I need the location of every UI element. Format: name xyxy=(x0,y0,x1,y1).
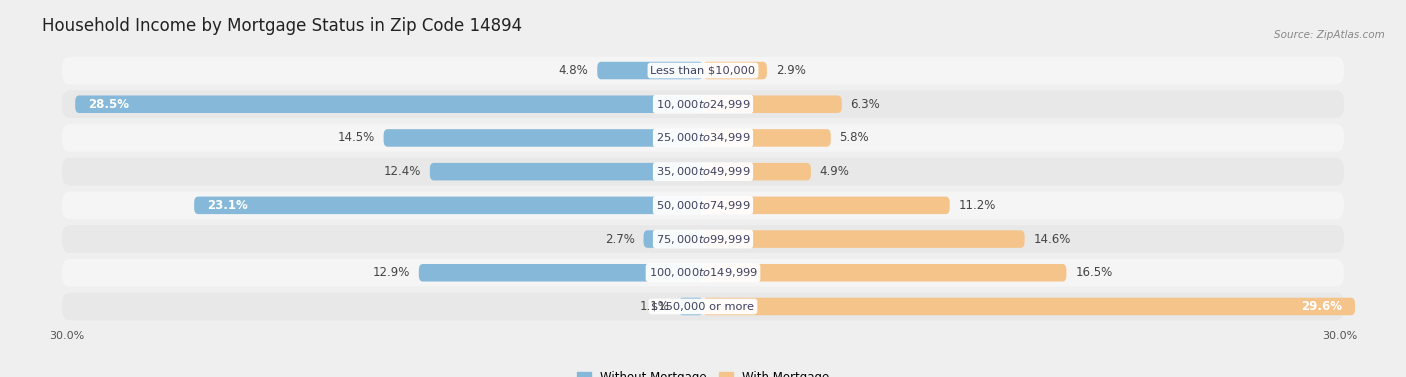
Legend: Without Mortgage, With Mortgage: Without Mortgage, With Mortgage xyxy=(572,366,834,377)
FancyBboxPatch shape xyxy=(75,95,703,113)
FancyBboxPatch shape xyxy=(62,90,1344,118)
Text: 23.1%: 23.1% xyxy=(207,199,247,212)
Text: 11.2%: 11.2% xyxy=(959,199,995,212)
FancyBboxPatch shape xyxy=(62,259,1344,287)
FancyBboxPatch shape xyxy=(194,196,703,214)
FancyBboxPatch shape xyxy=(703,230,1025,248)
FancyBboxPatch shape xyxy=(703,264,1066,282)
Text: $10,000 to $24,999: $10,000 to $24,999 xyxy=(655,98,751,111)
Text: 28.5%: 28.5% xyxy=(89,98,129,111)
Text: 30.0%: 30.0% xyxy=(1322,331,1357,341)
FancyBboxPatch shape xyxy=(62,293,1344,320)
Text: 29.6%: 29.6% xyxy=(1301,300,1341,313)
FancyBboxPatch shape xyxy=(703,298,1355,315)
Text: 5.8%: 5.8% xyxy=(839,132,869,144)
Text: Less than $10,000: Less than $10,000 xyxy=(651,66,755,75)
Text: 6.3%: 6.3% xyxy=(851,98,880,111)
Text: 12.9%: 12.9% xyxy=(373,266,411,279)
FancyBboxPatch shape xyxy=(62,225,1344,253)
FancyBboxPatch shape xyxy=(62,192,1344,219)
FancyBboxPatch shape xyxy=(703,62,766,79)
Text: 2.9%: 2.9% xyxy=(776,64,806,77)
FancyBboxPatch shape xyxy=(62,124,1344,152)
FancyBboxPatch shape xyxy=(703,196,949,214)
Text: $75,000 to $99,999: $75,000 to $99,999 xyxy=(655,233,751,245)
FancyBboxPatch shape xyxy=(419,264,703,282)
Text: 4.9%: 4.9% xyxy=(820,165,849,178)
Text: 14.6%: 14.6% xyxy=(1033,233,1071,245)
FancyBboxPatch shape xyxy=(703,95,842,113)
Text: $25,000 to $34,999: $25,000 to $34,999 xyxy=(655,132,751,144)
Text: 12.4%: 12.4% xyxy=(384,165,420,178)
FancyBboxPatch shape xyxy=(62,158,1344,185)
Text: 1.1%: 1.1% xyxy=(640,300,669,313)
Text: Source: ZipAtlas.com: Source: ZipAtlas.com xyxy=(1274,30,1385,40)
Text: 30.0%: 30.0% xyxy=(49,331,84,341)
Text: 4.8%: 4.8% xyxy=(558,64,589,77)
FancyBboxPatch shape xyxy=(598,62,703,79)
FancyBboxPatch shape xyxy=(430,163,703,181)
Text: 16.5%: 16.5% xyxy=(1076,266,1112,279)
Text: $150,000 or more: $150,000 or more xyxy=(651,302,755,311)
Text: 14.5%: 14.5% xyxy=(337,132,375,144)
FancyBboxPatch shape xyxy=(703,129,831,147)
Text: Household Income by Mortgage Status in Zip Code 14894: Household Income by Mortgage Status in Z… xyxy=(42,17,522,35)
FancyBboxPatch shape xyxy=(679,298,703,315)
FancyBboxPatch shape xyxy=(644,230,703,248)
FancyBboxPatch shape xyxy=(384,129,703,147)
FancyBboxPatch shape xyxy=(703,163,811,181)
Text: $35,000 to $49,999: $35,000 to $49,999 xyxy=(655,165,751,178)
Text: 2.7%: 2.7% xyxy=(605,233,634,245)
FancyBboxPatch shape xyxy=(62,57,1344,84)
Text: $100,000 to $149,999: $100,000 to $149,999 xyxy=(648,266,758,279)
Text: $50,000 to $74,999: $50,000 to $74,999 xyxy=(655,199,751,212)
